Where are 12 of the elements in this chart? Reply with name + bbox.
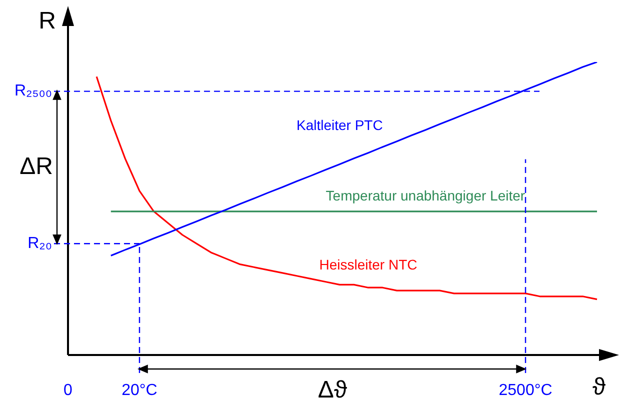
x-axis-title: ϑ — [592, 374, 606, 401]
text: ΔR — [20, 153, 53, 180]
ref-line-label: R₂₀ — [28, 235, 52, 252]
x-tick-label: 0 — [64, 382, 73, 400]
x-tick-label: 2500°C — [498, 382, 552, 400]
x-tick-label: 20°C — [122, 382, 158, 400]
ref-line-label: R₂₅₀₀ — [14, 82, 52, 100]
series-label: Heissleiter NTC — [319, 256, 418, 272]
y-axis-title: R — [38, 8, 56, 35]
text: Δϑ — [318, 376, 348, 404]
series-label: Kaltleiter PTC — [296, 117, 383, 134]
series-label: Temperatur unabhängiger Leiter — [326, 187, 526, 204]
